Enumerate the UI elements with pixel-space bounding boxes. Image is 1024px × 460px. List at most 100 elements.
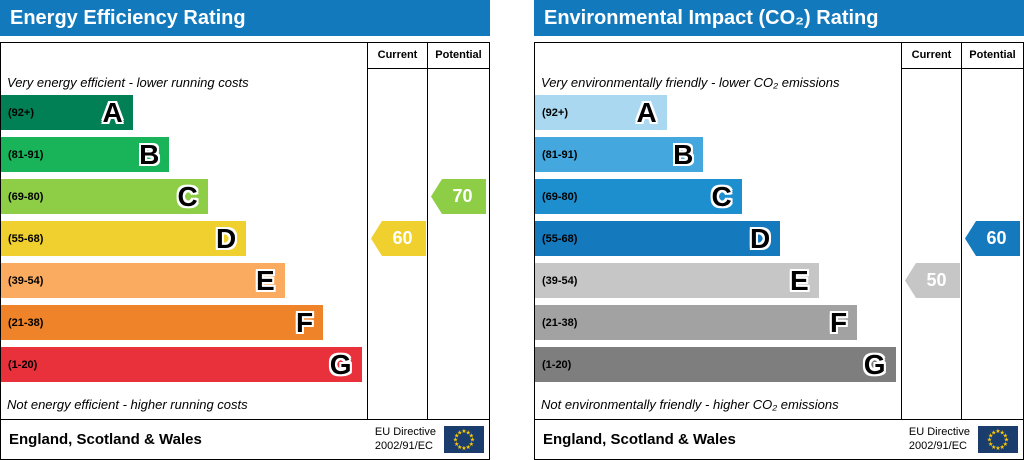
svg-text:★: ★: [991, 429, 996, 436]
band-letter: D: [215, 222, 237, 254]
eu-directive-line1: EU Directive: [374, 426, 436, 439]
svg-text:★: ★: [457, 429, 462, 436]
svg-text:★: ★: [470, 437, 475, 444]
potential-rating-value: 70: [452, 186, 473, 206]
potential-rating-arrow: 70: [431, 179, 486, 214]
svg-text:★: ★: [1003, 441, 1008, 448]
band-row-c: (69-80) C: [535, 179, 901, 214]
region-label: England, Scotland & Wales: [543, 431, 736, 448]
band-letter: A: [636, 96, 657, 128]
band-row-d: (55-68) D: [535, 221, 901, 256]
band-bar-c: (69-80) C: [1, 179, 208, 214]
current-rating-value: 60: [392, 228, 413, 248]
band-bar-b: (81-91) B: [535, 137, 704, 172]
rating-scale: Very energy efficient - lower running co…: [1, 69, 367, 419]
svg-text:★: ★: [988, 441, 993, 448]
band-bar-d: (55-68) D: [535, 221, 781, 256]
eu-directive-label: EU Directive 2002/91/EC: [909, 426, 978, 452]
current-column: 50: [901, 69, 961, 419]
panel-title: Energy Efficiency Rating: [10, 6, 246, 29]
current-rating-arrow: 50: [905, 263, 960, 298]
band-letter: A: [102, 96, 123, 128]
band-row-a: (92+) A: [1, 95, 367, 130]
current-column-header: Current: [367, 43, 427, 69]
band-range: (1-20): [8, 358, 38, 371]
band-bar-a: (92+) A: [535, 95, 667, 130]
potential-column: 60: [961, 69, 1023, 419]
band-letter: E: [789, 264, 809, 296]
svg-text:★: ★: [457, 444, 462, 451]
band-row-g: (1-20) G: [535, 347, 901, 382]
rating-bands: (92+) A (81-91) B (69-80) C: [1, 95, 367, 382]
potential-column-header: Potential: [961, 43, 1023, 69]
band-letter: B: [673, 138, 694, 170]
svg-text:★: ★: [995, 428, 1000, 435]
svg-text:★: ★: [461, 445, 466, 452]
band-letter: F: [829, 306, 848, 338]
band-range: (39-54): [542, 274, 578, 287]
panel-body: Current Potential Very environmentally f…: [534, 42, 1024, 460]
svg-text:★: ★: [466, 444, 471, 451]
band-range: (81-91): [8, 148, 44, 161]
band-range: (39-54): [8, 274, 44, 287]
band-letter: G: [329, 348, 352, 380]
caption-bottom: Not environmentally friendly - higher CO…: [541, 397, 839, 412]
energy-efficiency-panel: Energy Efficiency Rating Current Potenti…: [0, 0, 490, 460]
band-range: (1-20): [542, 358, 572, 371]
svg-text:★: ★: [1004, 437, 1009, 444]
panel-header: Energy Efficiency Rating: [0, 0, 490, 36]
svg-text:★: ★: [454, 432, 459, 439]
svg-text:★: ★: [991, 444, 996, 451]
band-bar-d: (55-68) D: [1, 221, 247, 256]
band-row-f: (21-38) F: [1, 305, 367, 340]
svg-text:★: ★: [988, 432, 993, 439]
band-bar-f: (21-38) F: [1, 305, 324, 340]
panel-body: Current Potential Very energy efficient …: [0, 42, 490, 460]
eu-flag-icon: ★ ★ ★ ★ ★ ★ ★ ★ ★ ★ ★ ★: [978, 426, 1018, 453]
svg-text:★: ★: [454, 441, 459, 448]
current-column: 60: [367, 69, 427, 419]
potential-rating-value: 60: [986, 228, 1007, 248]
svg-text:★: ★: [469, 432, 474, 439]
caption-top: Very environmentally friendly - lower CO…: [541, 75, 840, 90]
potential-column: 70: [427, 69, 489, 419]
eu-directive-label: EU Directive 2002/91/EC: [375, 426, 444, 452]
current-rating-arrow: 60: [371, 221, 426, 256]
environmental-impact-panel: Environmental Impact (CO₂) Rating Curren…: [534, 0, 1024, 460]
rating-bands: (92+) A (81-91) B (69-80) C: [535, 95, 901, 382]
band-letter: B: [139, 138, 160, 170]
band-row-c: (69-80) C: [1, 179, 367, 214]
band-bar-g: (1-20) G: [535, 347, 896, 382]
svg-text:★: ★: [1000, 444, 1005, 451]
band-row-g: (1-20) G: [1, 347, 367, 382]
svg-text:★: ★: [453, 437, 458, 444]
band-row-d: (55-68) D: [1, 221, 367, 256]
band-bar-g: (1-20) G: [1, 347, 362, 382]
band-bar-a: (92+) A: [1, 95, 133, 130]
panel-title: Environmental Impact (CO₂) Rating: [544, 6, 879, 29]
svg-text:★: ★: [995, 445, 1000, 452]
eu-flag-icon: ★ ★ ★ ★ ★ ★ ★ ★ ★ ★ ★ ★: [444, 426, 484, 453]
potential-column-header: Potential: [427, 43, 489, 69]
svg-text:★: ★: [1000, 429, 1005, 436]
band-letter: G: [863, 348, 886, 380]
band-range: (92+): [8, 106, 34, 119]
band-row-f: (21-38) F: [535, 305, 901, 340]
caption-top: Very energy efficient - lower running co…: [7, 75, 249, 90]
band-row-e: (39-54) E: [535, 263, 901, 298]
current-column-header: Current: [901, 43, 961, 69]
potential-rating-arrow: 60: [965, 221, 1020, 256]
band-bar-e: (39-54) E: [535, 263, 819, 298]
corner-spacer: [1, 43, 367, 69]
band-range: (55-68): [8, 232, 44, 245]
current-rating-value: 50: [926, 270, 947, 290]
band-letter: C: [177, 180, 198, 212]
svg-text:★: ★: [1003, 432, 1008, 439]
eu-directive-line1: EU Directive: [908, 426, 970, 439]
caption-bottom: Not energy efficient - higher running co…: [7, 397, 248, 412]
svg-text:★: ★: [987, 437, 992, 444]
rating-scale: Very environmentally friendly - lower CO…: [535, 69, 901, 419]
eu-directive-line2: 2002/91/EC: [908, 439, 967, 452]
svg-text:★: ★: [469, 441, 474, 448]
